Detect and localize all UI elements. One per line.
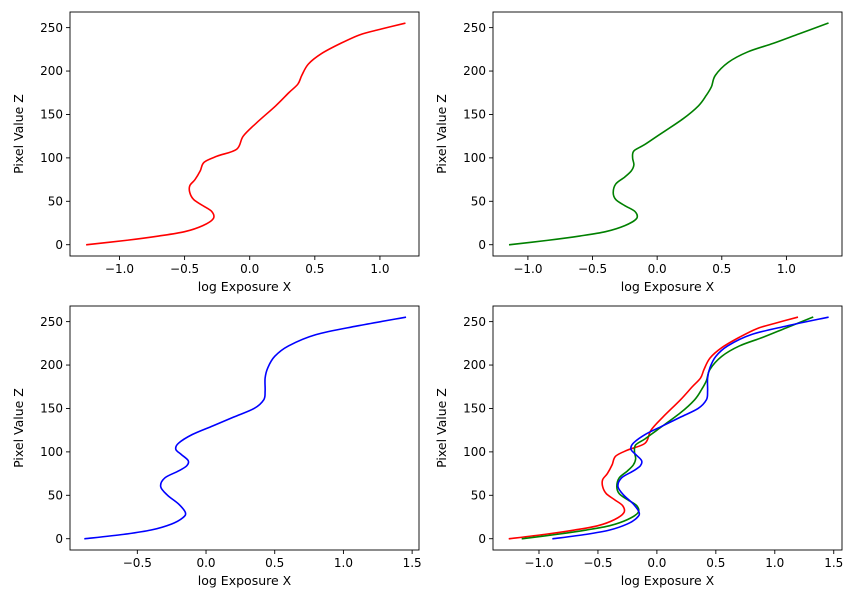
y-axis-label: Pixel Value Z bbox=[11, 388, 26, 468]
y-tick-label: 0 bbox=[478, 532, 486, 546]
subplot-4: −1.0 −0.5 0.0 0.5 1.0 1.5 0 50 100 150 200 250 log E… bbox=[434, 305, 843, 588]
y-tick-label: 250 bbox=[40, 315, 63, 329]
x-tick-label: 0.5 bbox=[712, 262, 731, 276]
x-tick-label: 1.5 bbox=[403, 556, 422, 570]
x-tick-label: 1.5 bbox=[824, 556, 843, 570]
x-tick-label: 0.0 bbox=[647, 556, 666, 570]
series-line-2 bbox=[521, 316, 814, 540]
y-tick-label: 150 bbox=[463, 402, 486, 416]
y-tick-label: 250 bbox=[463, 315, 486, 329]
x-tick-label: −1.0 bbox=[524, 556, 553, 570]
x-tick-label: 0.5 bbox=[265, 556, 284, 570]
y-tick-label: 250 bbox=[40, 21, 63, 35]
series-line-3 bbox=[552, 316, 829, 540]
x-axis-label: log Exposure X bbox=[198, 279, 292, 294]
y-tick-label: 100 bbox=[463, 445, 486, 459]
series-line-1 bbox=[84, 316, 407, 540]
y-axis-label: Pixel Value Z bbox=[11, 94, 26, 174]
series-line-1 bbox=[508, 316, 799, 540]
subplot-1: −1.0 −0.5 0.0 0.5 1.0 0 50 100 150 200 250 log Expo… bbox=[11, 11, 420, 294]
y-tick-label: 100 bbox=[40, 445, 63, 459]
subplot-3: −0.5 0.0 0.5 1.0 1.5 0 50 100 150 200 250 log Expos… bbox=[11, 305, 422, 588]
y-tick-label: 200 bbox=[40, 358, 63, 372]
y-tick-label: 0 bbox=[55, 238, 63, 252]
y-tick-label: 150 bbox=[463, 108, 486, 122]
y-tick-label: 50 bbox=[48, 194, 63, 208]
x-tick-label: −1.0 bbox=[105, 262, 134, 276]
y-axis-label: Pixel Value Z bbox=[434, 94, 449, 174]
x-tick-label: 0.0 bbox=[240, 262, 259, 276]
y-tick-label: 200 bbox=[40, 64, 63, 78]
x-tick-label: 0.5 bbox=[706, 556, 725, 570]
x-tick-label: −0.5 bbox=[170, 262, 199, 276]
x-tick-label: 1.0 bbox=[370, 262, 389, 276]
y-tick-label: 250 bbox=[463, 21, 486, 35]
y-tick-label: 150 bbox=[40, 108, 63, 122]
x-axis-label: log Exposure X bbox=[621, 573, 715, 588]
x-tick-label: 0.0 bbox=[648, 262, 667, 276]
y-tick-label: 150 bbox=[40, 402, 63, 416]
x-tick-label: 1.0 bbox=[777, 262, 796, 276]
axes-frame bbox=[492, 11, 843, 257]
x-tick-label: −1.0 bbox=[513, 262, 542, 276]
x-tick-label: −0.5 bbox=[123, 556, 152, 570]
x-tick-label: 1.0 bbox=[334, 556, 353, 570]
axes-frame bbox=[69, 305, 420, 551]
y-tick-label: 50 bbox=[48, 488, 63, 502]
x-tick-label: −0.5 bbox=[578, 262, 607, 276]
axes-frame bbox=[69, 11, 420, 257]
x-axis-label: log Exposure X bbox=[198, 573, 292, 588]
x-tick-label: 0.0 bbox=[196, 556, 215, 570]
y-tick-label: 50 bbox=[471, 488, 486, 502]
x-tick-label: −0.5 bbox=[583, 556, 612, 570]
y-tick-label: 200 bbox=[463, 358, 486, 372]
y-tick-label: 100 bbox=[463, 151, 486, 165]
series-line-1 bbox=[508, 22, 829, 246]
subplot-2: −1.0 −0.5 0.0 0.5 1.0 0 50 100 150 200 250 log Expo… bbox=[434, 11, 843, 294]
y-axis-label: Pixel Value Z bbox=[434, 388, 449, 468]
y-tick-label: 0 bbox=[55, 532, 63, 546]
y-tick-label: 0 bbox=[478, 238, 486, 252]
y-tick-label: 100 bbox=[40, 151, 63, 165]
x-tick-label: 1.0 bbox=[765, 556, 784, 570]
y-tick-label: 200 bbox=[463, 64, 486, 78]
axes-frame bbox=[492, 305, 843, 551]
x-tick-label: 0.5 bbox=[305, 262, 324, 276]
series-line-1 bbox=[86, 22, 406, 246]
y-tick-label: 50 bbox=[471, 194, 486, 208]
x-axis-label: log Exposure X bbox=[621, 279, 715, 294]
